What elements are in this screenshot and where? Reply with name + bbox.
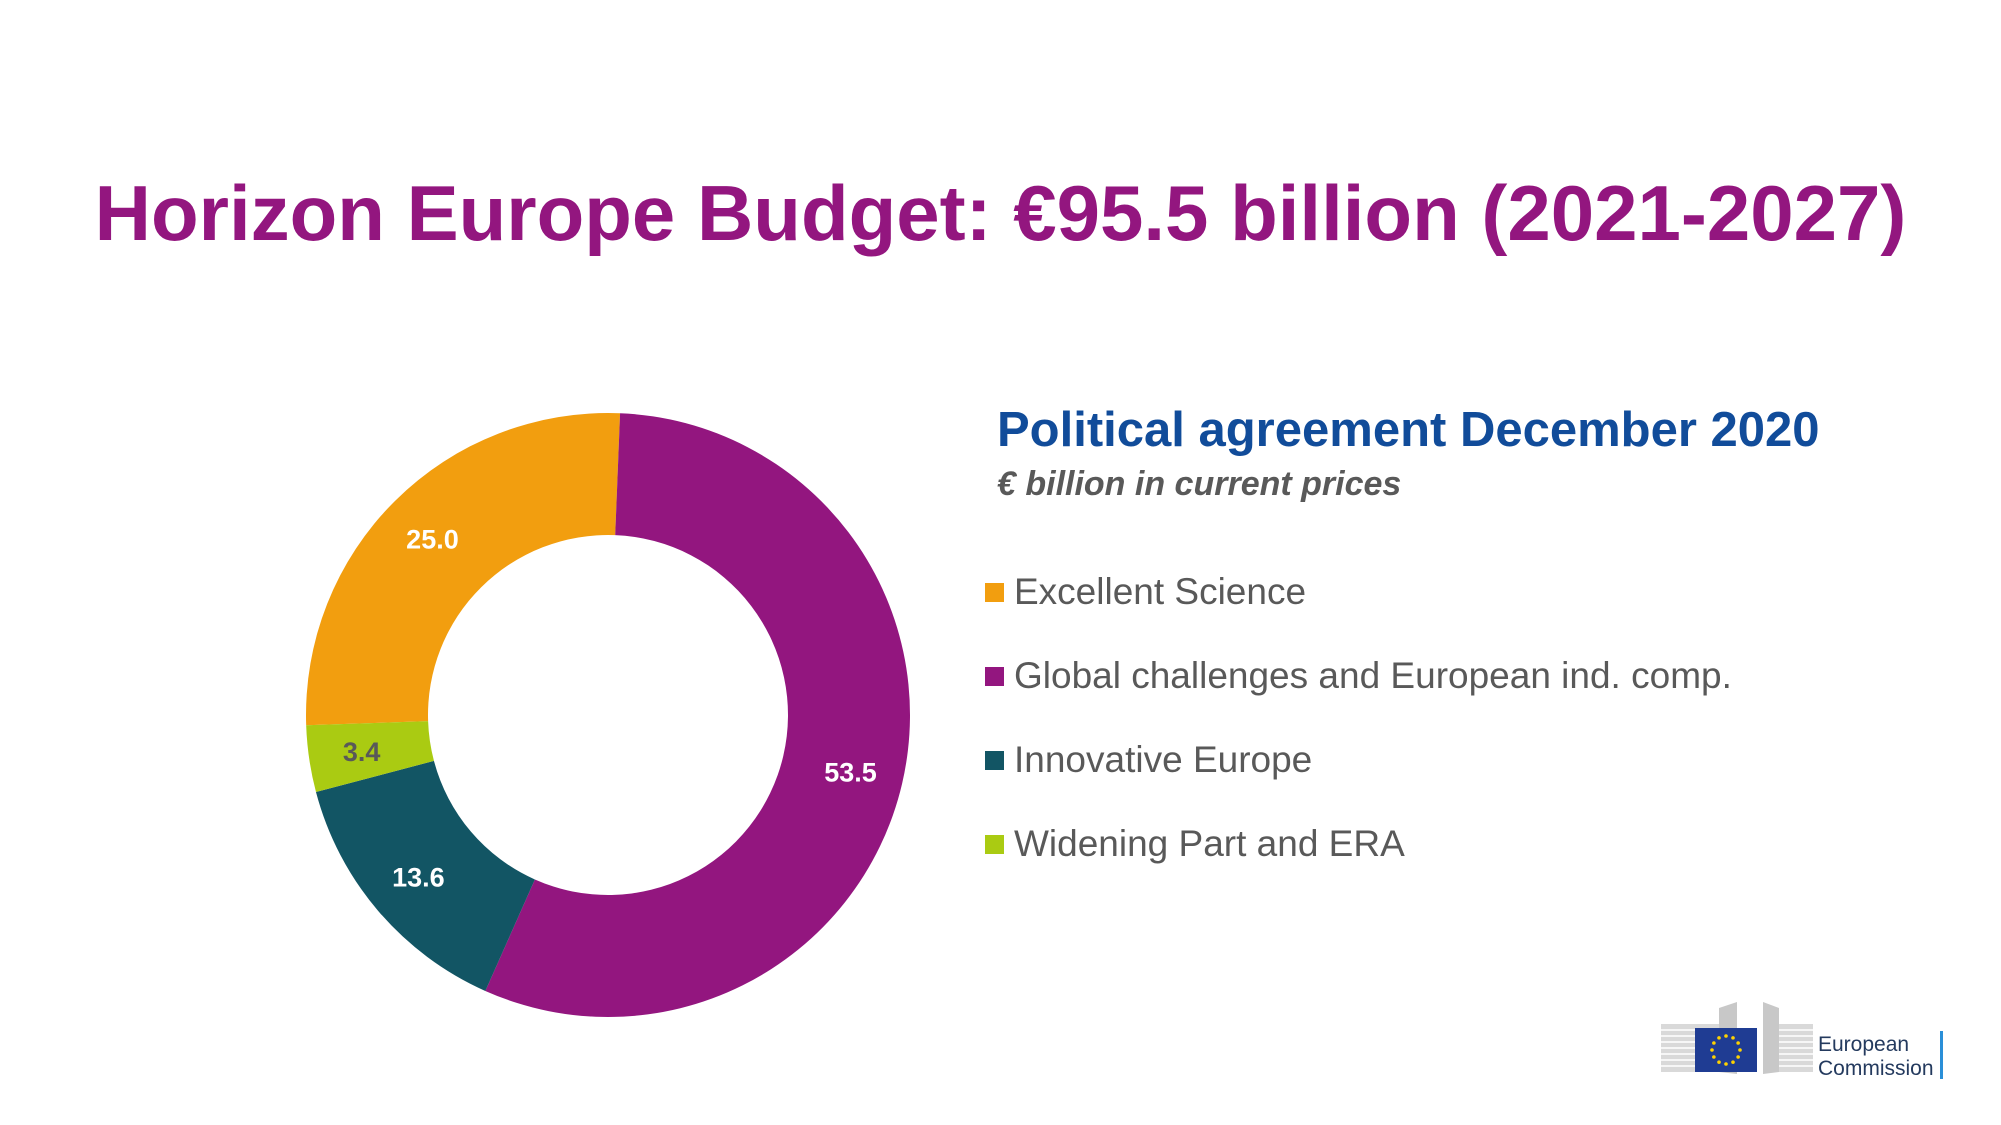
donut-slice-3 xyxy=(315,760,535,991)
donut-slice-4 xyxy=(306,721,434,792)
legend-item-2: Global challenges and European ind. comp… xyxy=(985,654,1732,698)
logo-line-2: Commission xyxy=(1818,1057,1934,1080)
legend-swatch-3 xyxy=(985,750,1004,770)
donut-chart: 25.0 53.5 13.6 3.4 xyxy=(306,412,911,1018)
page-title: Horizon Europe Budget: €95.5 billion (20… xyxy=(94,169,1907,257)
legend-label-2: Global challenges and European ind. comp… xyxy=(1014,655,1732,696)
legend-item-4: Widening Part and ERA xyxy=(985,822,1405,866)
chart-title: Political agreement December 2020 xyxy=(997,403,1820,457)
logo-line-1: European xyxy=(1818,1033,1910,1056)
data-label-4: 3.4 xyxy=(343,737,381,767)
data-label-3: 13.6 xyxy=(392,862,445,892)
legend-item-1: Excellent Science xyxy=(985,570,1306,614)
logo-accent-bar xyxy=(1940,1031,1943,1079)
chart-units: € billion in current prices xyxy=(997,465,1402,503)
data-label-1: 25.0 xyxy=(406,524,459,554)
data-label-2: 53.5 xyxy=(824,758,877,788)
legend-item-3: Innovative Europe xyxy=(985,738,1312,782)
legend-swatch-1 xyxy=(985,582,1004,602)
legend-swatch-4 xyxy=(985,834,1004,854)
eu-flag-icon xyxy=(1695,1028,1757,1072)
legend-label-3: Innovative Europe xyxy=(1014,739,1313,780)
legend-label-4: Widening Part and ERA xyxy=(1014,823,1405,864)
legend-label-1: Excellent Science xyxy=(1014,571,1307,612)
legend-swatch-2 xyxy=(985,666,1004,686)
donut-slice-1 xyxy=(306,412,621,726)
european-commission-wordmark: European Commission xyxy=(1818,1033,1934,1081)
european-commission-logo xyxy=(1661,1002,1813,1074)
donut-slice-2 xyxy=(485,413,911,1018)
